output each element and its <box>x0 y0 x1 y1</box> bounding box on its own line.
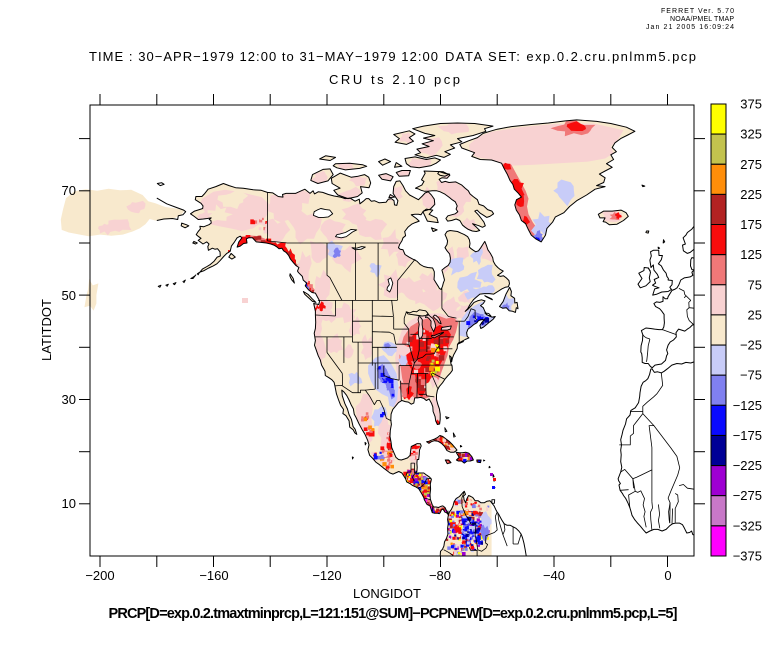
svg-text:25: 25 <box>748 307 762 322</box>
svg-text:325: 325 <box>740 127 762 142</box>
svg-text:70: 70 <box>62 183 76 198</box>
svg-text:−200: −200 <box>85 568 114 583</box>
svg-text:FERRET Ver. 5.70: FERRET Ver. 5.70 <box>661 8 734 15</box>
svg-text:−120: −120 <box>312 568 341 583</box>
svg-text:TIME : 30−APR−1979 12:00 to 31: TIME : 30−APR−1979 12:00 to 31−MAY−1979 … <box>89 49 438 64</box>
svg-text:PRCP[D=exp.0.2.tmaxtminprcp,L=: PRCP[D=exp.0.2.tmaxtminprcp,L=121:151@SU… <box>109 606 678 622</box>
svg-text:−275: −275 <box>733 488 762 503</box>
svg-text:−375: −375 <box>733 549 762 564</box>
svg-text:30: 30 <box>62 392 76 407</box>
svg-text:75: 75 <box>748 277 762 292</box>
svg-text:−40: −40 <box>543 568 565 583</box>
svg-text:−75: −75 <box>740 368 762 383</box>
svg-text:375: 375 <box>740 97 762 112</box>
svg-text:LONGIDOT: LONGIDOT <box>353 586 421 601</box>
svg-text:−225: −225 <box>733 458 762 473</box>
svg-text:−80: −80 <box>429 568 451 583</box>
svg-text:225: 225 <box>740 187 762 202</box>
svg-text:125: 125 <box>740 247 762 262</box>
svg-text:10: 10 <box>62 496 76 511</box>
svg-text:DATA SET: exp.0.2.cru.pnlmm5.p: DATA SET: exp.0.2.cru.pnlmm5.pcp <box>445 49 696 64</box>
svg-text:275: 275 <box>740 157 762 172</box>
svg-text:0: 0 <box>664 568 671 583</box>
svg-text:50: 50 <box>62 288 76 303</box>
svg-text:−175: −175 <box>733 428 762 443</box>
svg-text:Jan 21 2005 16:09:24: Jan 21 2005 16:09:24 <box>646 24 734 31</box>
svg-text:−125: −125 <box>733 398 762 413</box>
svg-text:−160: −160 <box>199 568 228 583</box>
svg-text:NOAA/PMEL TMAP: NOAA/PMEL TMAP <box>670 16 734 23</box>
svg-text:−25: −25 <box>740 338 762 353</box>
svg-text:−325: −325 <box>733 518 762 533</box>
svg-text:175: 175 <box>740 217 762 232</box>
svg-text:CRU ts 2.10 pcp: CRU ts 2.10 pcp <box>329 72 460 87</box>
svg-text:LATITDOT: LATITDOT <box>39 299 54 361</box>
